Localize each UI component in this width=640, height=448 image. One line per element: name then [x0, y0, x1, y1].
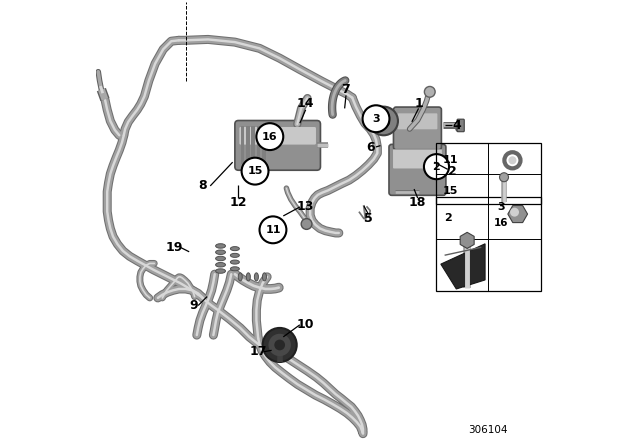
- Text: 19: 19: [166, 241, 183, 254]
- FancyBboxPatch shape: [397, 113, 437, 129]
- Text: 3: 3: [372, 114, 380, 124]
- Bar: [436, 197, 541, 291]
- Text: 11: 11: [443, 155, 458, 165]
- Text: 14: 14: [297, 97, 314, 111]
- Bar: [241, 126, 244, 164]
- FancyBboxPatch shape: [389, 144, 446, 195]
- Text: 13: 13: [297, 200, 314, 214]
- Text: 9: 9: [189, 299, 198, 312]
- Text: 2: 2: [433, 162, 440, 172]
- Text: 2: 2: [444, 213, 452, 223]
- Circle shape: [362, 105, 390, 132]
- Bar: [246, 126, 250, 164]
- FancyBboxPatch shape: [457, 119, 464, 132]
- Circle shape: [269, 334, 291, 356]
- Ellipse shape: [230, 267, 239, 271]
- Circle shape: [262, 328, 297, 362]
- Ellipse shape: [216, 244, 225, 248]
- Text: 15: 15: [247, 166, 263, 176]
- Ellipse shape: [254, 273, 259, 281]
- Ellipse shape: [238, 273, 243, 281]
- Text: 10: 10: [297, 318, 314, 332]
- Circle shape: [369, 107, 398, 135]
- Ellipse shape: [216, 250, 225, 254]
- Text: 11: 11: [265, 225, 281, 235]
- Ellipse shape: [230, 260, 239, 264]
- Text: 2: 2: [448, 164, 456, 178]
- Circle shape: [510, 208, 519, 217]
- Text: 16: 16: [493, 219, 508, 228]
- Ellipse shape: [246, 273, 250, 281]
- Text: 17: 17: [250, 345, 267, 358]
- Text: 12: 12: [230, 196, 247, 209]
- Text: 6: 6: [366, 141, 374, 155]
- Text: 5: 5: [364, 212, 372, 225]
- Circle shape: [424, 86, 435, 97]
- Ellipse shape: [216, 269, 225, 273]
- Bar: [252, 126, 255, 164]
- Ellipse shape: [216, 256, 225, 261]
- FancyBboxPatch shape: [239, 127, 316, 145]
- Bar: [436, 143, 541, 204]
- Circle shape: [424, 154, 449, 179]
- Circle shape: [260, 216, 287, 243]
- Text: 8: 8: [198, 179, 207, 193]
- Ellipse shape: [230, 254, 239, 257]
- Text: 7: 7: [342, 83, 350, 96]
- Circle shape: [508, 156, 516, 164]
- Circle shape: [257, 123, 284, 150]
- FancyBboxPatch shape: [394, 107, 442, 150]
- Text: 4: 4: [452, 119, 461, 132]
- Ellipse shape: [262, 273, 266, 281]
- Text: 18: 18: [409, 196, 426, 209]
- Circle shape: [301, 219, 312, 229]
- Circle shape: [380, 117, 390, 126]
- Polygon shape: [441, 244, 485, 289]
- Text: 16: 16: [262, 132, 278, 142]
- Circle shape: [242, 158, 269, 185]
- Circle shape: [275, 340, 285, 350]
- Text: 1: 1: [414, 97, 423, 111]
- Circle shape: [374, 112, 387, 125]
- Ellipse shape: [230, 246, 239, 251]
- Circle shape: [500, 173, 509, 182]
- Text: 306104: 306104: [468, 426, 508, 435]
- Ellipse shape: [216, 263, 225, 267]
- FancyBboxPatch shape: [235, 121, 321, 170]
- FancyBboxPatch shape: [393, 149, 442, 168]
- Text: 15: 15: [443, 185, 458, 195]
- Text: 3: 3: [497, 202, 505, 211]
- Bar: [257, 126, 260, 164]
- Bar: [262, 126, 266, 164]
